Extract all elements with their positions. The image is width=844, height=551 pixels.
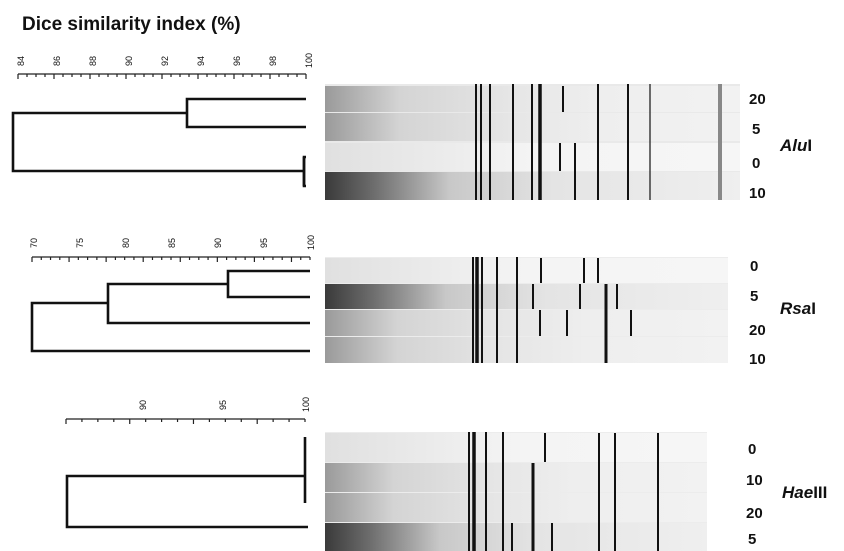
rsa-tick-label: 100 xyxy=(306,235,316,250)
figure-title: Dice similarity index (%) xyxy=(22,14,241,35)
rsa-lane-label: 5 xyxy=(750,288,759,305)
hae-tick-label: 95 xyxy=(218,400,228,410)
hae-gel xyxy=(325,432,707,551)
alu-gel xyxy=(325,84,740,200)
hae-scale-labels: 90 95 100 xyxy=(138,397,311,412)
rsa-tick-label: 85 xyxy=(167,238,177,248)
rsa-lane-label: 0 xyxy=(750,258,759,275)
rsa-tick-label: 70 xyxy=(29,238,39,248)
hae-scale xyxy=(65,418,306,424)
rsa-scale-labels: 70 75 80 85 90 95 100 xyxy=(29,235,316,250)
rsa-scale xyxy=(31,256,311,262)
alu-tick-label: 96 xyxy=(232,56,242,66)
rsa-dendrogram xyxy=(30,269,310,353)
alu-dendrogram xyxy=(11,97,306,188)
rsa-lane-label: 10 xyxy=(749,351,766,368)
hae-enzyme-label: HaeIII xyxy=(782,483,828,502)
hae-dendrogram xyxy=(65,437,308,529)
hae-tick-label: 100 xyxy=(301,397,311,412)
rsa-tick-label: 95 xyxy=(259,238,269,248)
alu-tick-label: 100 xyxy=(304,53,314,68)
alu-tick-label: 94 xyxy=(196,56,206,66)
alu-scale-labels: 84 86 88 90 92 94 96 98 100 xyxy=(16,53,314,68)
rsa-gel xyxy=(325,257,728,363)
rsa-lane-label: 20 xyxy=(749,322,766,339)
alu-lane-label: 10 xyxy=(749,185,766,202)
alu-lane-label: 0 xyxy=(752,155,761,172)
hae-lane-label: 5 xyxy=(748,531,757,548)
rsa-enzyme-label: RsaI xyxy=(780,299,816,318)
alu-lane-label: 20 xyxy=(749,91,766,108)
rsa-tick-label: 75 xyxy=(75,238,85,248)
alu-tick-label: 90 xyxy=(124,56,134,66)
rsa-tick-label: 80 xyxy=(121,238,131,248)
alu-tick-label: 98 xyxy=(268,56,278,66)
hae-lane-label: 10 xyxy=(746,472,763,489)
hae-tick-label: 90 xyxy=(138,400,148,410)
alu-lane-label: 5 xyxy=(752,121,761,138)
alu-enzyme-label: AluI xyxy=(780,136,813,155)
alu-tick-label: 86 xyxy=(52,56,62,66)
rsa-tick-label: 90 xyxy=(213,238,223,248)
hae-lane-label: 20 xyxy=(746,505,763,522)
alu-tick-label: 84 xyxy=(16,56,26,66)
alu-scale xyxy=(17,73,307,79)
alu-tick-label: 88 xyxy=(88,56,98,66)
hae-lane-label: 0 xyxy=(748,441,757,458)
alu-tick-label: 92 xyxy=(160,56,170,66)
